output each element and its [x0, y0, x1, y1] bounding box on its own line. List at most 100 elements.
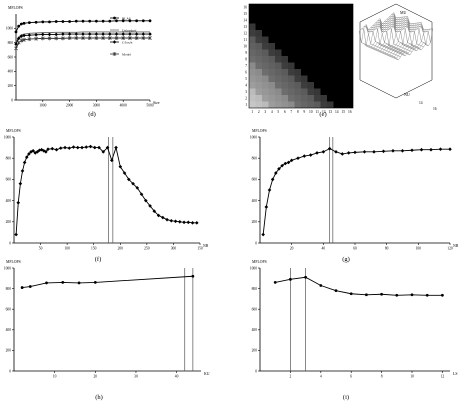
data-point [46, 147, 50, 151]
data-point [128, 19, 132, 23]
heatmap-cell [255, 101, 263, 109]
heatmap-cell [314, 30, 321, 37]
y-tick-label: 400 [8, 70, 14, 74]
x-tick-label: 150 [197, 247, 203, 251]
heatmap-cell [262, 30, 269, 37]
heatmap-cell [268, 95, 276, 102]
data-point [334, 289, 338, 293]
heatmap-cell [255, 36, 263, 44]
heatmap-y-tick: 2 [245, 97, 247, 101]
data-point [141, 36, 146, 41]
data-point [108, 19, 112, 23]
surface-mesh-line [368, 28, 406, 57]
data-point [20, 286, 24, 289]
y-tick-label: 400 [6, 328, 12, 332]
data-point [80, 145, 84, 150]
surface-mesh-line [377, 22, 415, 53]
data-point [88, 144, 93, 149]
heatmap-cell [340, 101, 347, 109]
data-point [334, 150, 338, 154]
heatmap-cell [333, 95, 341, 102]
heatmap-cell [294, 49, 302, 57]
heatmap-cell [288, 69, 295, 76]
heatmap-cell [314, 69, 321, 76]
heatmap-cell [307, 36, 315, 44]
data-point [54, 20, 58, 23]
heatmap-cell [249, 88, 256, 96]
heatmap-cell [281, 88, 289, 96]
data-point [61, 36, 65, 41]
heatmap-cell [249, 30, 256, 37]
data-point [410, 148, 414, 153]
legend-marker [113, 16, 116, 20]
data-point [18, 181, 23, 186]
heatmap-cell [340, 69, 347, 76]
heatmap-cell [314, 101, 321, 109]
heatmap-cell [301, 23, 308, 31]
heatmap-cell [268, 23, 276, 31]
heatmap-y-tick: 5 [245, 77, 247, 81]
heatmap-cell [314, 75, 321, 83]
heatmap-cell [249, 4, 256, 11]
heatmap-cell [262, 4, 269, 11]
data-point [273, 281, 277, 284]
data-point [135, 186, 140, 190]
surface-mesh-line [391, 14, 429, 47]
y-tick-label: 800 [252, 157, 258, 161]
panel-f: (f) 0 200 400 600 800 1000 50 100 150 200 250 300 150… [4, 129, 209, 263]
data-point [28, 285, 32, 288]
surface-box [359, 3, 433, 23]
series-h-0 [20, 274, 195, 289]
heatmap-cell [307, 4, 315, 11]
heatmap-cell [314, 56, 321, 63]
heatmap-cell [333, 36, 341, 44]
heatmap-cell [268, 49, 276, 57]
data-point [118, 164, 123, 169]
data-point [22, 21, 26, 25]
heatmap-cell [327, 69, 334, 76]
heatmap-cell [340, 82, 347, 89]
y-axis-label: MFLOPS [252, 129, 267, 133]
panel-h: (h) 0 200 400 600 800 1000 10 20 30 40 MFLOPS KU [4, 260, 210, 401]
heatmap-cell [346, 75, 354, 83]
heatmap-cell [249, 95, 256, 102]
data-point [71, 145, 76, 149]
heatmap-cell [275, 75, 282, 83]
x-tick-label: 10 [410, 375, 414, 379]
heatmap-cell [268, 17, 276, 24]
x-tick-label: 80 [385, 247, 389, 251]
heatmap-cell [307, 101, 315, 109]
heatmap-cell [262, 69, 269, 76]
heatmap-cell [255, 95, 263, 102]
heatmap-cell [340, 88, 347, 96]
heatmap-cell [281, 17, 289, 24]
data-point [107, 36, 112, 41]
heatmap-cell [281, 82, 289, 89]
data-point [135, 19, 139, 23]
heatmap-y-tick: 14 [243, 19, 247, 23]
heatmap-cell [288, 30, 295, 37]
y-tick-label: 800 [6, 157, 12, 161]
heatmap-cell [281, 36, 289, 44]
data-point [61, 20, 65, 23]
data-point [270, 177, 275, 182]
heatmap-cell [268, 69, 276, 76]
heatmap-cell [307, 10, 315, 18]
heatmap-cell [301, 62, 308, 70]
data-point [280, 163, 284, 168]
data-point [286, 160, 291, 165]
heatmap-cell [314, 10, 321, 18]
legend-entry: BLAS [122, 16, 131, 20]
data-point [114, 145, 118, 150]
data-point [448, 147, 452, 151]
y-tick-label: 800 [8, 41, 14, 45]
y-tick-label: 1000 [4, 135, 11, 139]
data-point [302, 154, 307, 158]
heatmap-cell [346, 36, 354, 44]
x-tick-label: 20 [290, 247, 294, 251]
heatmap-cell [255, 4, 263, 11]
data-point [365, 293, 368, 297]
data-point [182, 220, 186, 225]
heatmap-x-tick: 15 [341, 110, 345, 114]
data-point [74, 32, 79, 36]
